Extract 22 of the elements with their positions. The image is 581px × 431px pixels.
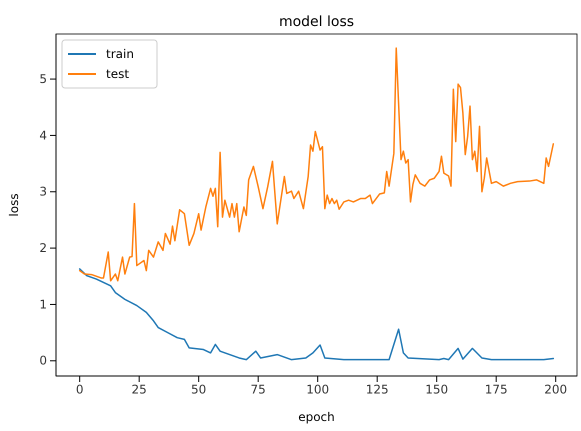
y-tick-label: 4	[39, 128, 47, 142]
x-tick-label: 200	[544, 382, 568, 397]
chart-title: model loss	[278, 14, 354, 30]
y-tick-label: 0	[39, 354, 47, 368]
y-axis-title: loss	[7, 193, 21, 217]
x-axis-title: epoch	[298, 410, 335, 424]
legend-label: train	[106, 47, 134, 61]
y-tick-label: 3	[39, 184, 47, 199]
x-tick-label: 0	[76, 382, 84, 397]
x-tick-label: 150	[425, 382, 448, 397]
legend-label: test	[106, 67, 130, 81]
y-tick-label: 5	[39, 72, 47, 86]
x-tick-label: 25	[132, 382, 147, 397]
x-tick-label: 175	[484, 382, 508, 397]
line-series	[78, 47, 554, 282]
x-tick-label: 50	[191, 382, 206, 397]
x-tick-label: 125	[366, 382, 389, 397]
y-tick-label: 2	[39, 240, 47, 255]
line-series	[78, 268, 554, 360]
y-tick-label: 1	[39, 297, 47, 312]
x-tick-label: 100	[306, 382, 330, 397]
x-tick-label: 75	[250, 382, 266, 397]
